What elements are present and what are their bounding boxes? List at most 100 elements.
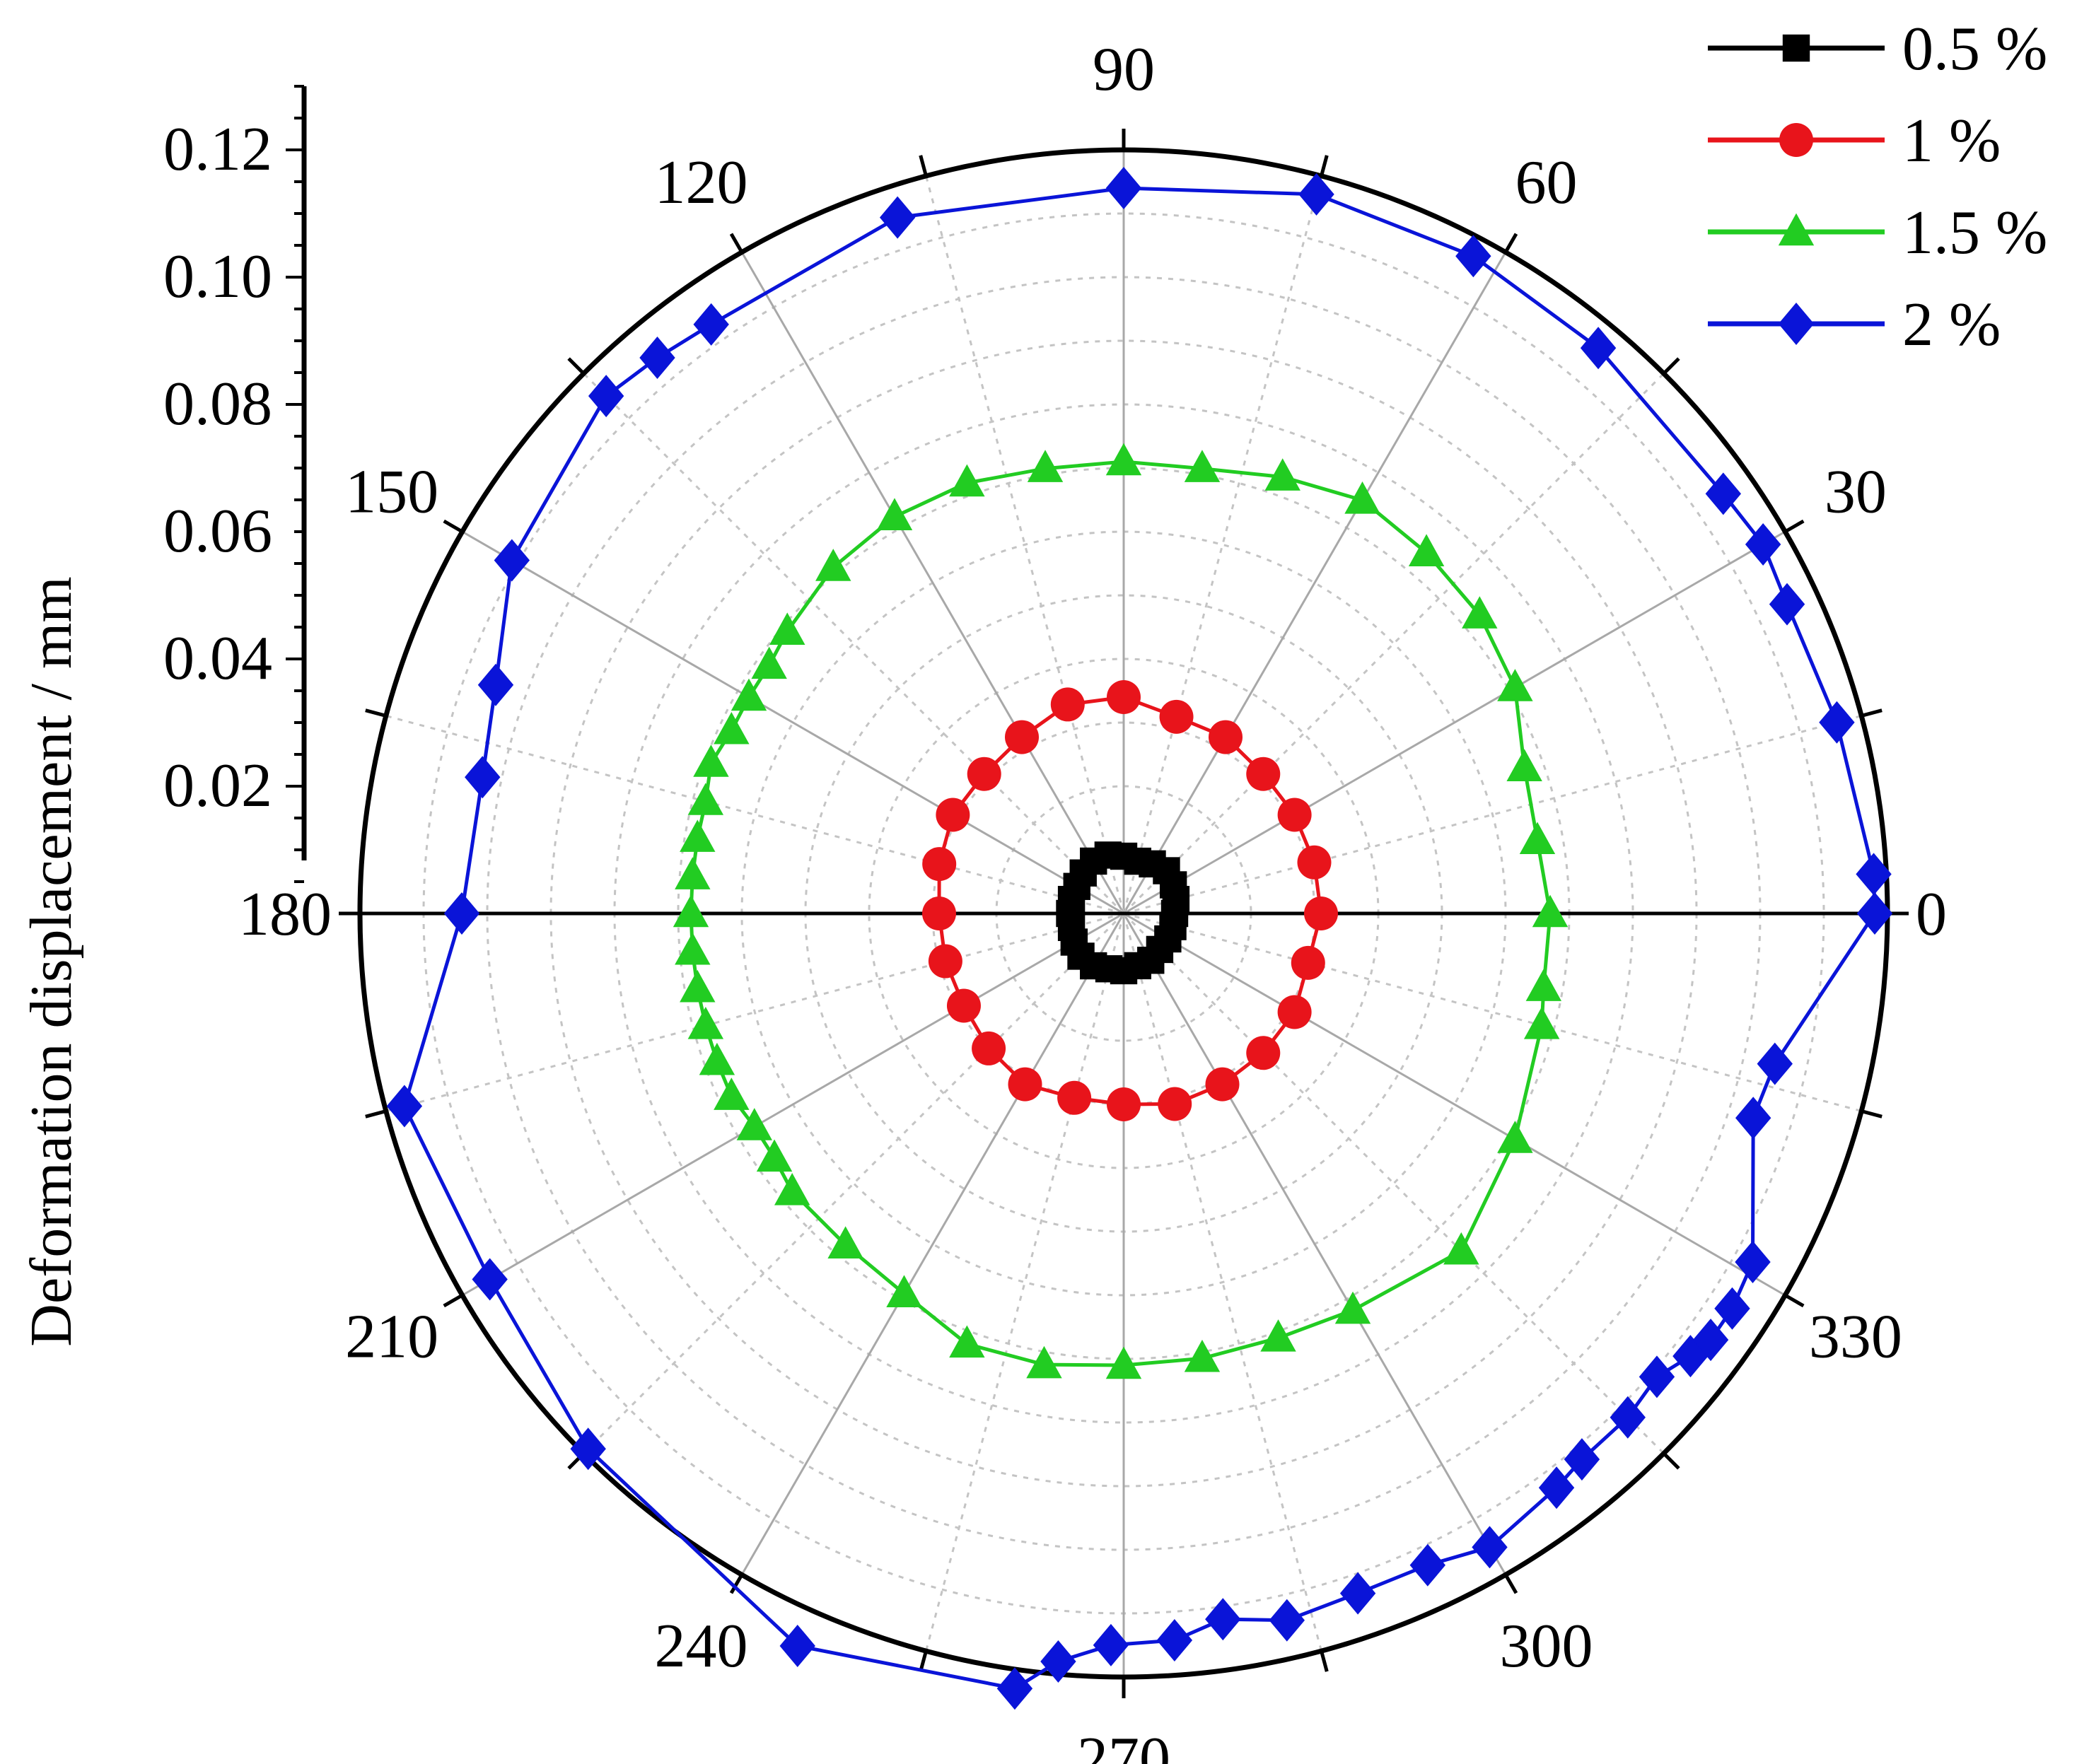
data-point [1105,167,1142,209]
angle-tick-label-0: 0 [1916,880,1947,949]
outer-tick [729,233,744,253]
data-point [936,798,970,832]
outer-tick [365,708,387,718]
data-point [675,932,711,965]
data-point [680,819,716,852]
data-point [879,196,916,239]
radial-tick-label: 0.10 [163,243,272,311]
angle-tick-label-90: 90 [1093,35,1155,104]
data-point [1184,1339,1221,1372]
outer-tick [1662,357,1680,375]
data-point [1246,1036,1281,1070]
data-point [1057,1080,1092,1115]
data-point [1735,1097,1771,1140]
radial-tick-label: 0.08 [163,370,272,438]
angle-labels: 0 30 60 90 120 150 180 210 240 270 300 330 [238,35,1947,1764]
data-point [639,337,675,380]
data-point [1525,969,1562,1001]
data-point [714,1077,750,1110]
data-point [1819,701,1855,744]
data-point [1209,720,1243,754]
data-point [946,988,981,1023]
angle-tick-label-180: 180 [238,880,332,949]
grid-spoke-minor [1123,912,1862,1112]
data-point [673,894,709,928]
outer-tick [365,1109,387,1118]
data-point [1705,472,1742,515]
grid-spoke [461,912,1124,1297]
data-point [693,744,729,777]
data-point [494,539,530,582]
series-0 [1056,841,1190,985]
grid-spoke-minor [1122,373,1665,915]
data-point [675,857,711,889]
data-point [996,1667,1033,1710]
outer-tick [1662,1451,1680,1470]
data-point [1472,1526,1508,1569]
outer-tick [1320,155,1329,177]
outer-tick [443,1293,463,1308]
legend-entry-0: 0.5 % [1708,15,2047,83]
data-point [731,678,767,711]
outer-tick [919,1650,928,1672]
grid-spoke-minor [925,175,1125,914]
outer-tick [1784,1293,1805,1308]
angle-tick-label-30: 30 [1825,458,1887,527]
data-point [1027,450,1064,482]
data-point [1156,1618,1193,1661]
data-point [886,1275,922,1308]
radial-tick-label: 0.12 [163,115,272,184]
data-point [1205,1598,1241,1641]
data-point [922,896,956,930]
data-point [779,1624,815,1667]
grid-spoke [461,530,1124,915]
data-point [472,1258,508,1301]
series-2 [673,443,1569,1379]
outer-tick [1320,1650,1329,1672]
data-point [1277,798,1312,832]
data-point [477,663,514,706]
data-point [922,847,957,882]
grid-spoke [740,913,1125,1576]
data-point [693,303,729,346]
legend-swatch-marker [1778,303,1815,345]
data-point [1277,995,1312,1029]
grid-spoke-minor [1122,913,1322,1652]
data-point [1757,1042,1793,1085]
angle-tick-label-330: 330 [1809,1303,1902,1372]
data-point [588,375,624,418]
radial-axis: Deformation displacement / mm 0.02 0.04 0.… [18,85,307,1347]
data-point [1735,1241,1771,1284]
data-point [687,1006,724,1039]
data-point [1745,523,1781,566]
grid-spoke [740,251,1125,914]
data-point [1008,1067,1042,1102]
data-point [1462,596,1498,629]
series-line [689,460,1552,1367]
grid-spoke-minor [925,913,1125,1652]
grid-spoke-minor [1122,912,1665,1454]
data-point [1610,1396,1646,1439]
data-point [1692,1319,1729,1362]
legend-entry-3: 2 % [1708,291,2001,359]
polar-grid [339,129,1909,1698]
data-point [465,756,501,799]
data-point [827,1226,863,1259]
outer-tick [1503,233,1518,253]
outer-tick [567,357,586,375]
data-point [1409,1543,1446,1587]
y-axis-label: Deformation displacement / mm [18,576,84,1346]
legend-label: 0.5 % [1902,15,2047,83]
data-point [1158,1087,1192,1121]
data-point [751,646,787,679]
data-point [1580,327,1617,370]
data-point [1040,1640,1076,1683]
data-point [736,1108,772,1140]
data-point [1532,894,1569,928]
grid-spoke-minor [583,373,1125,915]
angle-tick-label-300: 300 [1500,1612,1593,1681]
data-point [1050,687,1085,722]
data-point [1107,1087,1141,1121]
data-point [1519,822,1556,855]
